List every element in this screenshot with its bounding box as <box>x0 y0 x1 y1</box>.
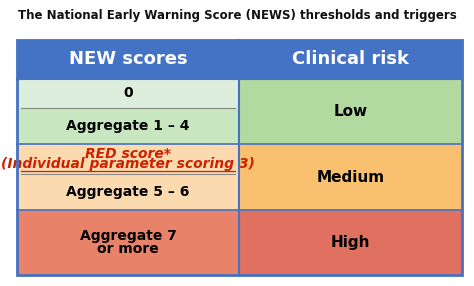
Bar <box>17 174 239 210</box>
Bar <box>17 40 462 275</box>
Bar <box>239 79 462 144</box>
Bar <box>239 144 462 210</box>
Text: NEW scores: NEW scores <box>69 50 187 68</box>
Text: RED score*: RED score* <box>85 147 171 161</box>
Bar <box>17 40 239 79</box>
Text: Medium: Medium <box>317 170 385 184</box>
Bar <box>17 79 239 108</box>
Bar <box>17 144 239 174</box>
Bar <box>239 210 462 275</box>
Text: The National Early Warning Score (NEWS) thresholds and triggers: The National Early Warning Score (NEWS) … <box>18 9 456 22</box>
Text: Clinical risk: Clinical risk <box>292 50 409 68</box>
Bar <box>239 40 462 79</box>
Text: 0: 0 <box>123 86 133 100</box>
Text: High: High <box>331 235 371 250</box>
Text: Aggregate 7: Aggregate 7 <box>80 229 176 243</box>
Text: (Individual parameter scoring 3): (Individual parameter scoring 3) <box>1 158 255 172</box>
Text: Aggregate 5 – 6: Aggregate 5 – 6 <box>66 185 190 199</box>
Bar <box>17 108 239 144</box>
Text: Low: Low <box>334 104 368 119</box>
Text: or more: or more <box>97 242 159 256</box>
Bar <box>17 210 239 275</box>
Text: Aggregate 1 – 4: Aggregate 1 – 4 <box>66 119 190 133</box>
